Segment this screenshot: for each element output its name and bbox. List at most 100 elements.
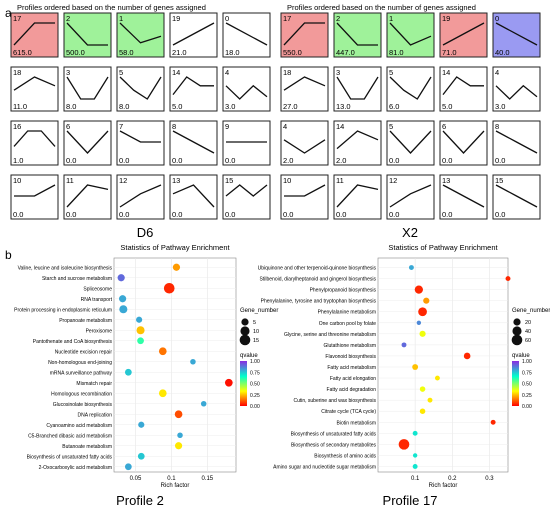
right-profile-box: 120.0 xyxy=(386,174,435,220)
profile-id-label: 3 xyxy=(336,68,340,77)
pathway-bubble xyxy=(124,463,132,471)
pathway-bubble xyxy=(427,397,433,403)
right-profile-box: 56.0 xyxy=(386,66,435,112)
color-legend-bar xyxy=(512,361,519,406)
pathway-bubble xyxy=(412,464,418,469)
right-profile-box: 17 550.0 xyxy=(280,12,329,58)
profile-box-frame xyxy=(439,120,488,166)
profile-id-label: 17 xyxy=(13,14,21,23)
profile-box-frame xyxy=(169,120,218,166)
profile-id-label: 2 xyxy=(66,14,70,23)
profile-trend-line xyxy=(389,22,432,46)
pathway-bubble xyxy=(505,276,511,282)
profile-box-frame xyxy=(333,120,382,166)
profile-count-label: 0.0 xyxy=(495,156,505,165)
profile-count-label: 0.0 xyxy=(119,210,129,219)
left-profile-box: 158.0 xyxy=(116,12,165,58)
left-profile-box: 60.0 xyxy=(63,120,112,166)
pathway-bubble xyxy=(174,442,183,450)
profile-trend-line xyxy=(283,139,326,154)
enrichment-chart-profile-2: Statistics of Pathway Enrichment 0.05 0.1 0… xyxy=(14,243,278,489)
left-profile-box: 80.0 xyxy=(169,120,218,166)
profile-id-label: 3 xyxy=(66,68,70,77)
pathway-bubble xyxy=(412,453,418,458)
profile-count-label: 0.0 xyxy=(172,156,182,165)
profile-count-label: 0.0 xyxy=(442,210,452,219)
profile-count-label: 0.0 xyxy=(66,156,76,165)
profile-trend-line xyxy=(14,184,56,197)
profile-trend-line xyxy=(172,184,215,208)
x-axis-label: Rich factor xyxy=(429,483,458,489)
x-tick-label: 0.15 xyxy=(201,476,213,482)
right-profile-box: 50.0 xyxy=(386,120,435,166)
pathway-label: Amino sugar and nucleotide sugar metabol… xyxy=(273,464,376,470)
pathway-label: Biosynthesis of secondary metabolites xyxy=(291,442,377,448)
color-legend-tick: 0.75 xyxy=(250,370,260,376)
profile-count-label: 0.0 xyxy=(389,210,399,219)
profile-trend-line xyxy=(66,22,108,46)
profile-id-label: 5 xyxy=(389,122,393,131)
pathway-label: Glucosinolate biosynthesis xyxy=(53,402,113,408)
color-legend-tick: 0.50 xyxy=(250,382,260,388)
pathway-bubble xyxy=(136,326,145,335)
profile-count-label: 27.0 xyxy=(283,102,298,111)
profile-box-frame xyxy=(333,66,382,112)
left-profile-box: 17 615.0 xyxy=(10,12,59,58)
left-profile-grid: 17615.02500.0158.01921.0018.01811.038.05… xyxy=(10,12,271,220)
pathway-label: One carbon pool by folate xyxy=(319,321,376,327)
profile-id-label: 1 xyxy=(119,14,123,23)
profile-trend-line xyxy=(119,130,161,143)
left-profile-box: 150.0 xyxy=(222,174,271,220)
profile-trend-line xyxy=(13,22,55,46)
profile-box-frame xyxy=(222,66,271,112)
profile-count-label: 2.0 xyxy=(336,156,346,165)
profile-count-label: 21.0 xyxy=(172,48,187,57)
profile-box-frame xyxy=(386,120,435,166)
pathway-bubble xyxy=(423,297,430,304)
profile-count-label: 615.0 xyxy=(13,48,32,57)
profile-box-frame xyxy=(280,174,329,220)
pathway-label: Cyanoamino acid metabolism xyxy=(46,423,112,429)
profile-box-frame xyxy=(10,174,59,220)
profile-box-frame xyxy=(280,12,329,58)
right-profile-box: 19 71.0 xyxy=(439,12,488,58)
color-legend-title: qvalue xyxy=(512,353,530,359)
plot-area xyxy=(377,257,509,473)
profile-box-frame xyxy=(492,66,541,112)
pathway-bubble xyxy=(408,265,414,270)
pathway-label: Biosynthesis of unsaturated fatty acids xyxy=(27,454,113,460)
size-legend-title: Gene_number xyxy=(240,308,278,314)
size-legend-dot xyxy=(512,326,522,336)
pathway-label: Starch and sucrose metabolism xyxy=(42,276,112,282)
left-profile-box: 18 11.0 xyxy=(10,66,59,112)
left-grid-title: D6 xyxy=(137,225,154,240)
chart-title: Statistics of Pathway Enrichment xyxy=(120,243,230,252)
right-profile-box: 150.0 xyxy=(492,174,541,220)
color-legend-title: qvalue xyxy=(240,353,258,359)
profile-count-label: 0.0 xyxy=(225,156,235,165)
size-legend-dot xyxy=(239,334,251,346)
x-tick-label: 0.05 xyxy=(130,476,142,482)
profile-box-frame xyxy=(439,12,488,58)
profile-count-label: 58.0 xyxy=(119,48,134,57)
profile-box-frame xyxy=(63,12,112,58)
profile-trend-line xyxy=(225,84,268,100)
profile-box-frame xyxy=(492,12,541,58)
right-grid-title: X2 xyxy=(402,225,418,240)
pathway-bubble xyxy=(174,410,183,419)
pathway-bubble xyxy=(412,364,419,370)
panel-a-label: a xyxy=(5,6,12,20)
profile-id-label: 14 xyxy=(442,68,450,77)
left-profile-box: 19 21.0 xyxy=(169,12,218,58)
left-profile-box: 145.0 xyxy=(169,66,218,112)
profile-count-label: 0.0 xyxy=(66,210,76,219)
profile-box-frame xyxy=(63,66,112,112)
right-profile-box: 18 27.0 xyxy=(280,66,329,112)
profile-id-label: 0 xyxy=(225,14,229,23)
profile-id-label: 1 xyxy=(389,14,393,23)
pathway-bubble xyxy=(124,368,132,376)
profile-id-label: 4 xyxy=(283,122,287,131)
pathway-label: Phenylalanine, tyrosine and tryptophan b… xyxy=(261,299,377,305)
pathway-bubble xyxy=(419,386,426,392)
profile-trend-line xyxy=(495,130,538,154)
